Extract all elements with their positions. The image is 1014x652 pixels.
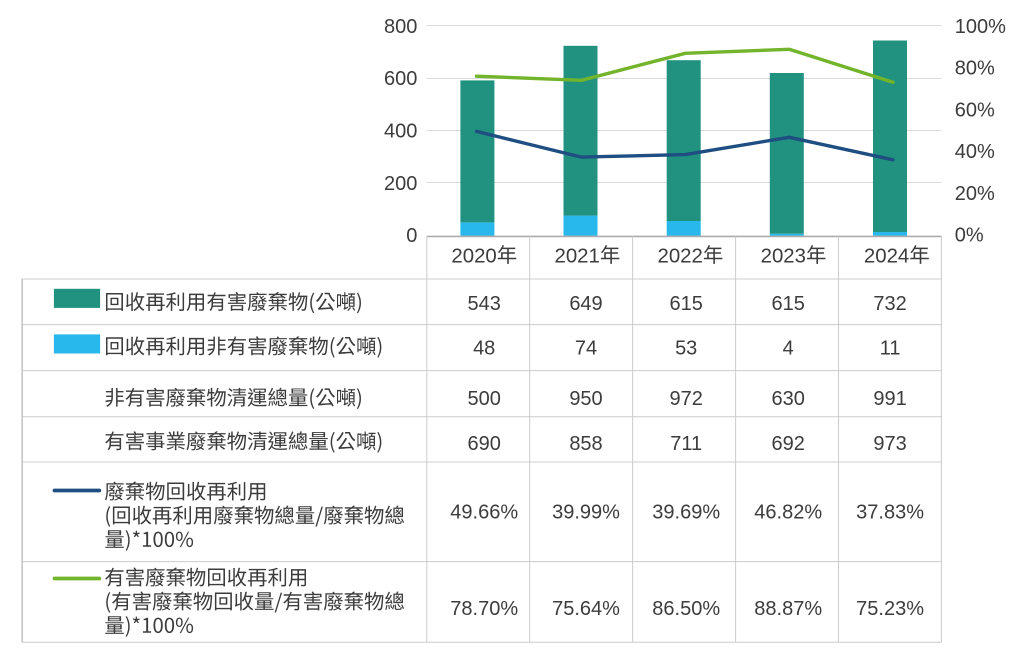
svg-text:950: 950	[569, 388, 602, 410]
svg-text:615: 615	[670, 293, 703, 315]
svg-text:48: 48	[473, 338, 495, 360]
svg-text:2022: 2022	[658, 245, 703, 267]
svg-text:100%: 100%	[955, 16, 1006, 38]
svg-text:649: 649	[569, 293, 602, 315]
svg-text:37.83%: 37.83%	[856, 501, 924, 523]
svg-text:400: 400	[384, 121, 417, 143]
svg-text:600: 600	[384, 68, 417, 90]
svg-text:2024: 2024	[864, 245, 909, 267]
svg-text:88.87%: 88.87%	[754, 598, 822, 620]
svg-text:39.99%: 39.99%	[552, 501, 620, 523]
svg-text:692: 692	[772, 433, 805, 455]
svg-text:49.66%: 49.66%	[450, 501, 518, 523]
svg-text:20%: 20%	[955, 183, 995, 205]
svg-text:11: 11	[880, 338, 901, 360]
svg-text:858: 858	[569, 433, 602, 455]
svg-text:74: 74	[575, 338, 597, 360]
svg-text:39.69%: 39.69%	[652, 501, 720, 523]
svg-text:53: 53	[675, 338, 697, 360]
svg-text:78.70%: 78.70%	[450, 598, 518, 620]
svg-text:75.23%: 75.23%	[856, 598, 924, 620]
svg-text:0%: 0%	[955, 225, 984, 247]
svg-text:690: 690	[468, 433, 501, 455]
svg-text:973: 973	[873, 433, 906, 455]
svg-text:800: 800	[384, 16, 417, 38]
svg-text:40%: 40%	[955, 141, 995, 163]
svg-text:615: 615	[772, 293, 805, 315]
svg-text:2020: 2020	[451, 245, 496, 267]
svg-text:630: 630	[772, 388, 805, 410]
svg-text:75.64%: 75.64%	[552, 598, 620, 620]
svg-text:991: 991	[873, 388, 906, 410]
svg-text:543: 543	[468, 293, 501, 315]
svg-text:200: 200	[384, 173, 417, 195]
svg-text:60%: 60%	[955, 99, 995, 121]
svg-text:80%: 80%	[955, 58, 995, 80]
svg-text:972: 972	[670, 388, 703, 410]
svg-text:46.82%: 46.82%	[754, 501, 822, 523]
svg-text:500: 500	[468, 388, 501, 410]
svg-text:4: 4	[783, 338, 794, 360]
svg-text:711: 711	[670, 433, 702, 455]
svg-text:86.50%: 86.50%	[652, 598, 720, 620]
svg-text:732: 732	[873, 293, 906, 315]
svg-text:2021: 2021	[555, 245, 600, 267]
svg-text:0: 0	[406, 225, 417, 247]
svg-text:2023: 2023	[761, 245, 806, 267]
